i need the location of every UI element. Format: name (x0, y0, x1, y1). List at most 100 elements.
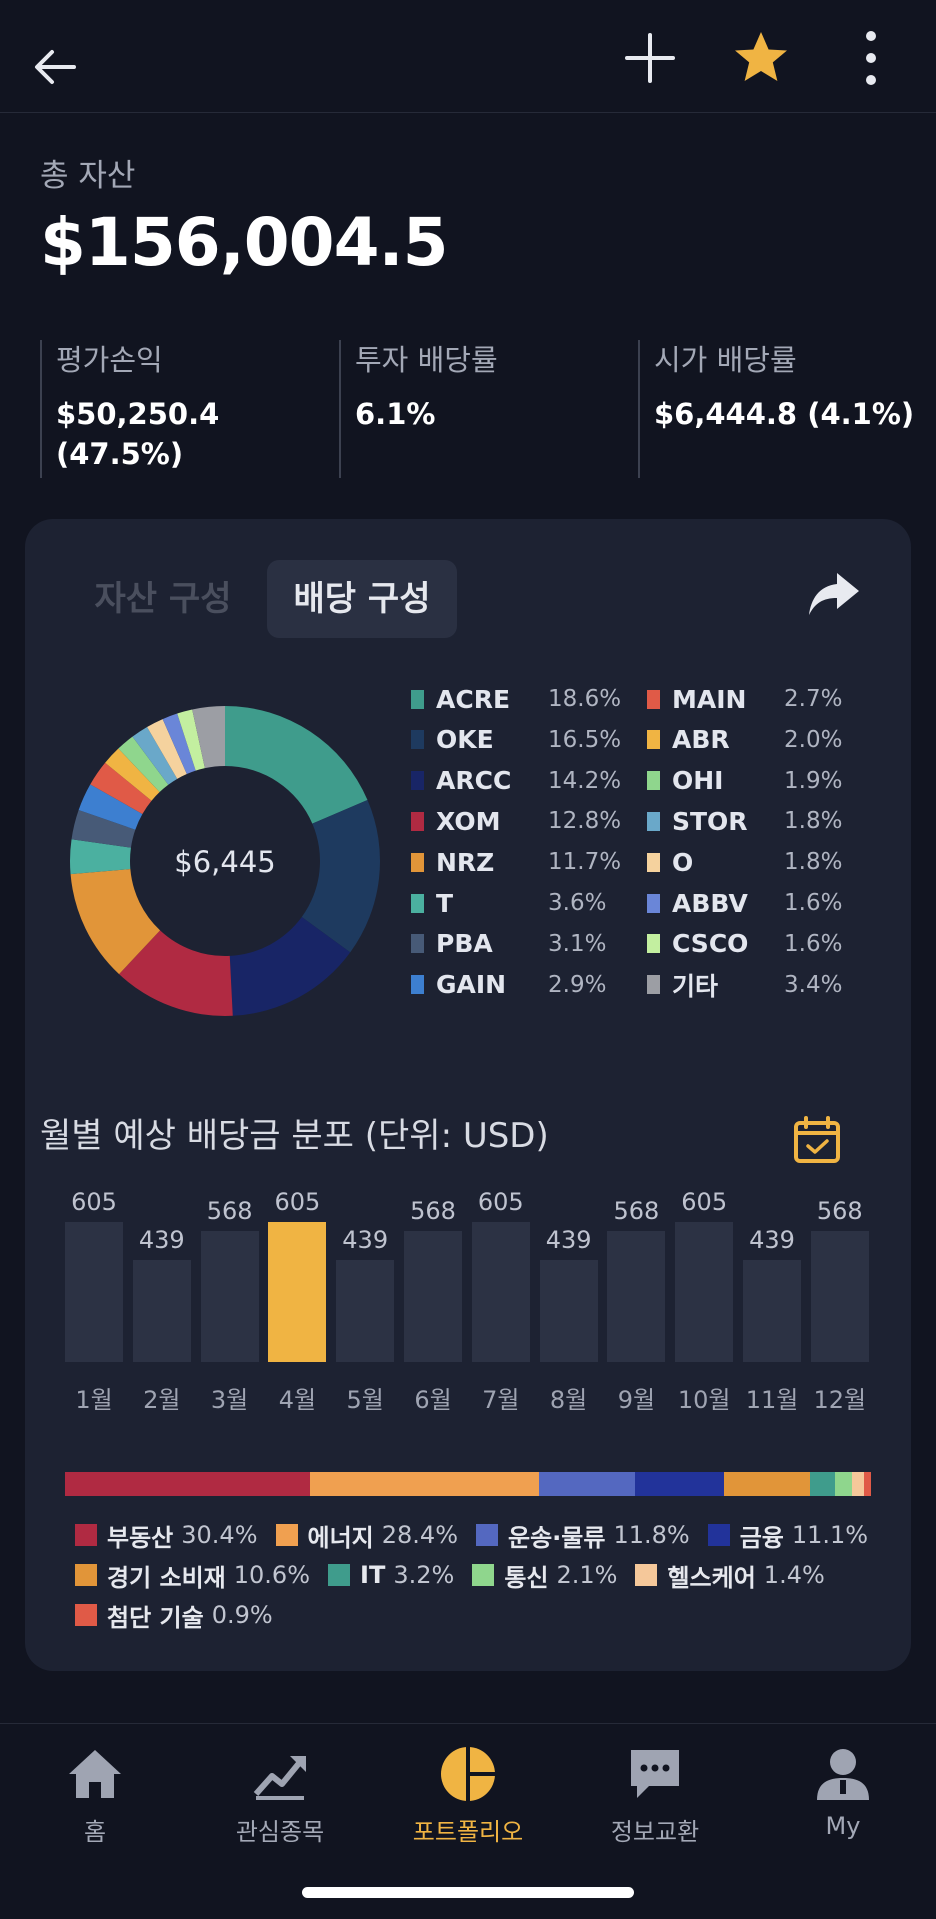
legend-name: XOM (436, 806, 501, 836)
donut-slice-acre (225, 706, 368, 824)
total-assets-label: 총 자산 (40, 158, 136, 194)
sector-swatch (707, 1524, 730, 1546)
donut-slice-xom (119, 930, 233, 1016)
bar-6[interactable] (404, 1230, 462, 1362)
sector-segment (852, 1472, 864, 1496)
legend-swatch (411, 771, 424, 791)
legend-swatch (647, 771, 660, 791)
stat-label: 시가 배당률 (654, 343, 797, 377)
legend-swatch (411, 730, 424, 750)
chat-bubble-icon (631, 1750, 679, 1798)
bar-4[interactable] (268, 1222, 327, 1362)
legend-item: O 1.8% (647, 842, 842, 882)
legend-item: T 3.6% (411, 883, 606, 923)
bar-9[interactable] (607, 1230, 666, 1362)
calendar-check-icon[interactable] (792, 1115, 842, 1165)
bar-2[interactable] (132, 1260, 191, 1362)
legend-swatch (647, 730, 660, 750)
tab-dividend-composition[interactable]: 배당 구성 (267, 560, 457, 638)
legend-percent: 1.9% (784, 767, 843, 794)
bar-12[interactable] (810, 1230, 869, 1362)
sector-legend-item: 운송·물류 11.8% (476, 1515, 690, 1555)
sector-legend-item: 첨단 기술 0.9% (75, 1595, 273, 1635)
stat-value: 6.1% (355, 397, 436, 431)
legend-name: OKE (436, 725, 494, 755)
sector-legend-item: IT 3.2% (328, 1555, 454, 1595)
sector-name: 통신 (504, 1563, 549, 1592)
legend-swatch (411, 975, 424, 995)
bar-5[interactable] (336, 1260, 395, 1362)
stat-market-yield: 시가 배당률 $6,444.8 (4.1%) (638, 340, 928, 478)
nav-watchlist[interactable]: 관심종목 (205, 1744, 355, 1847)
sector-percent: 28.4% (381, 1521, 458, 1549)
donut-slice-t (70, 839, 131, 875)
legend-percent: 1.8% (784, 849, 843, 876)
legend-item: CSCO 1.6% (647, 924, 842, 964)
stat-unrealized-pnl: 평가손익 $50,250.4 (47.5%) (40, 340, 340, 478)
stat-label: 투자 배당률 (355, 343, 498, 377)
legend-item: OKE 16.5% (411, 720, 621, 760)
bar-11[interactable] (743, 1260, 801, 1362)
bar-7[interactable] (471, 1222, 530, 1362)
nav-label: 관심종목 (235, 1818, 325, 1846)
sector-swatch (472, 1564, 495, 1586)
bar-3[interactable] (200, 1230, 259, 1362)
sector-swatch (75, 1604, 97, 1626)
legend-swatch (647, 893, 660, 913)
total-assets-value: $156,004.5 (40, 204, 449, 281)
legend-swatch (647, 689, 660, 709)
nav-home[interactable]: 홈 (20, 1744, 170, 1847)
nav-my[interactable]: My (768, 1744, 918, 1840)
more-vertical-icon[interactable] (858, 28, 884, 88)
sector-legend-item: 에너지 28.4% (275, 1515, 458, 1555)
sector-swatch (328, 1564, 351, 1586)
legend-swatch (411, 934, 424, 954)
bar-1[interactable] (65, 1222, 123, 1362)
sector-name: 부동산 (107, 1523, 174, 1552)
donut-slice-main (90, 762, 152, 815)
legend-swatch (411, 689, 424, 709)
legend-percent: 2.7% (784, 686, 843, 712)
sector-legend-item: 부동산 30.4% (75, 1515, 258, 1555)
donut-slice-csco (177, 709, 205, 771)
nav-portfolio[interactable]: 포트폴리오 (393, 1744, 543, 1847)
donut-slice-nrz (70, 869, 161, 975)
donut-slice-gain (78, 784, 143, 830)
sector-name: 에너지 (307, 1523, 374, 1552)
sector-name: 금융 (739, 1523, 784, 1552)
star-icon[interactable] (731, 28, 791, 88)
arrow-left-icon[interactable] (30, 40, 84, 94)
sector-segment (835, 1472, 853, 1496)
legend-name: MAIN (672, 684, 747, 714)
donut-slice-arcc (229, 916, 351, 1016)
legend-item: GAIN 2.9% (411, 965, 606, 1005)
donut-slice-oke (301, 800, 380, 953)
legend-name: GAIN (436, 970, 507, 1000)
legend-name: ABBV (672, 888, 748, 918)
sector-legend-item: 통신 2.1% (472, 1555, 617, 1595)
plus-icon[interactable] (624, 32, 676, 84)
sector-segment (65, 1472, 311, 1496)
sector-percent: 11.1% (791, 1521, 869, 1549)
nav-community[interactable]: 정보교환 (580, 1744, 730, 1847)
sector-legend: 부동산 30.4% 에너지 28.4% 운송·물류 11.8% 금융 11.1% 경기 소비재 1… (75, 1515, 895, 1635)
legend-item: MAIN 2.7% (647, 679, 842, 719)
stat-value-line: $50,250.4 (56, 397, 220, 431)
share-icon[interactable] (807, 569, 861, 619)
donut-slice-abbv (162, 713, 196, 775)
sector-name: IT (360, 1561, 386, 1589)
sector-name: 경기 소비재 (107, 1563, 226, 1592)
nav-label: 정보교환 (610, 1818, 700, 1846)
legend-percent: 11.7% (548, 849, 622, 876)
sector-percent: 0.9% (211, 1601, 273, 1629)
monthly-dividend-title: 월별 예상 배당금 분포 (단위: USD) (40, 1116, 549, 1156)
sector-legend-item: 금융 11.1% (707, 1515, 869, 1555)
donut-slice-stor (132, 727, 178, 785)
bar-8[interactable] (539, 1260, 598, 1362)
legend-percent: 16.5% (548, 726, 622, 753)
bar-10[interactable] (675, 1222, 734, 1362)
tab-asset-composition[interactable]: 자산 구성 (94, 579, 232, 619)
legend-percent: 12.8% (548, 808, 622, 835)
sector-percent: 1.4% (763, 1561, 825, 1589)
sector-stacked-bar (65, 1472, 871, 1496)
